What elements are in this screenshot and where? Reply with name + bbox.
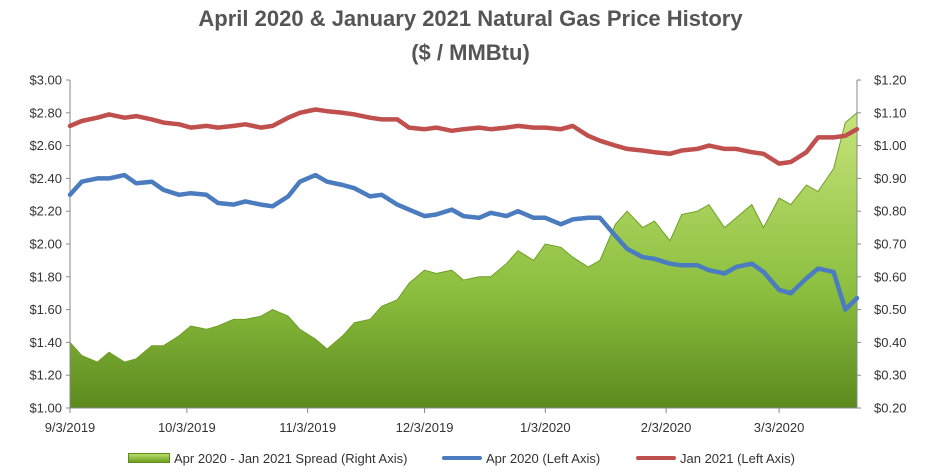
right-axis-tick-label: $0.40 xyxy=(874,335,907,350)
left-axis-tick-label: $1.40 xyxy=(29,335,62,350)
x-axis-tick-label: 2/3/2020 xyxy=(641,420,692,435)
left-axis-tick-label: $3.00 xyxy=(29,73,62,88)
x-axis-tick-label: 9/3/2019 xyxy=(45,420,96,435)
right-axis-tick-label: $1.10 xyxy=(874,105,907,120)
chart-legend: Apr 2020 - Jan 2021 Spread (Right Axis) … xyxy=(0,448,941,470)
right-axis-tick-label: $0.60 xyxy=(874,269,907,284)
right-axis-tick-label: $0.90 xyxy=(874,171,907,186)
left-axis-tick-label: $2.20 xyxy=(29,204,62,219)
legend-swatch-jan2021 xyxy=(636,456,676,460)
legend-item-spread: Apr 2020 - Jan 2021 Spread (Right Axis) xyxy=(128,448,407,468)
series-spread-area xyxy=(69,111,858,409)
legend-label-spread: Apr 2020 - Jan 2021 Spread (Right Axis) xyxy=(174,450,408,466)
left-axis-tick-label: $1.20 xyxy=(29,368,62,383)
right-axis-tick-label: $1.20 xyxy=(874,73,907,88)
x-axis-tick-label: 12/3/2019 xyxy=(396,420,454,435)
legend-swatch-apr2020 xyxy=(442,456,482,460)
left-axis-tick-label: $2.80 xyxy=(29,105,62,120)
right-axis-tick-label: $0.30 xyxy=(874,368,907,383)
x-axis-tick-label: 3/3/2020 xyxy=(754,420,805,435)
chart-subtitle: ($ / MMBtu) xyxy=(411,40,530,65)
legend-label-jan2021: Jan 2021 (Left Axis) xyxy=(680,450,795,466)
series-apr2020-line xyxy=(67,172,860,312)
x-axis-tick-label: 10/3/2019 xyxy=(158,420,216,435)
right-axis-tick-label: $1.00 xyxy=(874,138,907,153)
left-axis-tick-label: $1.80 xyxy=(29,269,62,284)
right-axis-tick-label: $0.20 xyxy=(874,401,907,416)
right-axis-tick-label: $0.70 xyxy=(874,237,907,252)
right-axis-tick-label: $0.50 xyxy=(874,302,907,317)
right-axis-tick-label: $0.80 xyxy=(874,204,907,219)
left-axis-tick-label: $2.00 xyxy=(29,237,62,252)
chart-title: April 2020 & January 2021 Natural Gas Pr… xyxy=(198,6,743,31)
left-axis-tick-label: $1.60 xyxy=(29,302,62,317)
legend-label-apr2020: Apr 2020 (Left Axis) xyxy=(486,450,601,466)
left-axis-tick-label: $2.60 xyxy=(29,138,62,153)
left-axis-tick-label: $2.40 xyxy=(29,171,62,186)
left-axis-tick-label: $1.00 xyxy=(29,401,62,416)
series-jan2021-line xyxy=(67,107,860,166)
x-axis-tick-label: 11/3/2019 xyxy=(279,420,336,435)
legend-item-jan2021: Jan 2021 (Left Axis) xyxy=(636,448,795,468)
legend-swatch-spread xyxy=(128,453,170,463)
x-axis-tick-label: 1/3/2020 xyxy=(520,420,571,435)
legend-item-apr2020: Apr 2020 (Left Axis) xyxy=(442,448,600,468)
chart-plot: $1.00 $1.20 $1.40 $1.60 $1.80 $2.00 $2.20 $2.40… xyxy=(29,73,907,436)
